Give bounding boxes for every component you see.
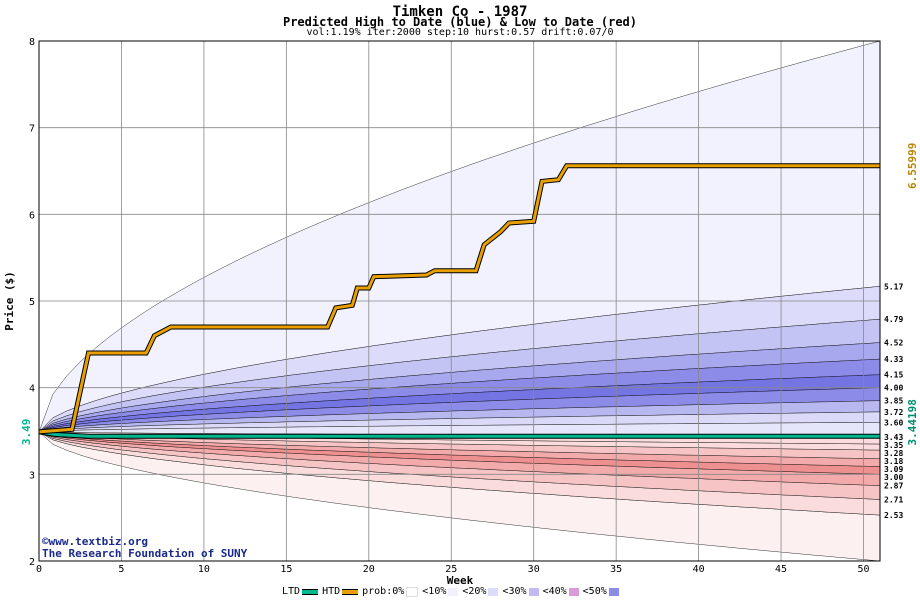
band-end-label: 4.00 (884, 384, 903, 393)
band-end-label: 5.17 (884, 282, 903, 291)
legend-prob-item: <20% (462, 586, 500, 597)
chart-params: vol:1.19% iter:2000 step:10 hurst:0.57 d… (306, 27, 614, 38)
band-end-label: 4.79 (884, 315, 903, 324)
x-tick-label: 25 (445, 564, 457, 575)
chart-subtitle: Predicted High to Date (blue) & Low to D… (282, 15, 637, 29)
x-tick-label: 30 (528, 564, 540, 575)
y-tick-label: 5 (29, 297, 35, 308)
axes (38, 40, 881, 562)
htd-series-line (39, 164, 880, 434)
band-end-label: 2.53 (884, 511, 903, 520)
legend-htd-swatch (342, 588, 359, 595)
x-tick-label: 40 (693, 564, 705, 575)
legend-prob-item: <50% (583, 586, 621, 597)
band-end-label: 3.18 (884, 457, 903, 466)
band-end-label: 4.52 (884, 339, 903, 348)
legend-prob: prob:0% (362, 586, 420, 597)
band-end-label: 3.43 (884, 433, 903, 442)
x-tick-label: 15 (280, 564, 292, 575)
x-tick-label: 45 (775, 564, 787, 575)
x-tick-label: 0 (36, 564, 42, 575)
legend-prob-item: <40% (543, 586, 581, 597)
y-tick-label: 7 (29, 124, 35, 135)
x-axis-title: Week (447, 574, 474, 587)
legend-htd: HTD (322, 586, 360, 597)
x-tick-label: 10 (198, 564, 210, 575)
y-tick-label: 2 (29, 557, 35, 568)
y-axis-title: Price ($) (3, 271, 16, 331)
band-end-label: 3.09 (884, 465, 903, 474)
start-price-label: 3.49 (20, 419, 33, 446)
band-end-label: 2.71 (884, 495, 903, 504)
legend-prob-item: <30% (502, 586, 540, 597)
y-tick-label: 8 (29, 37, 35, 48)
x-tick-label: 20 (363, 564, 375, 575)
credit-line-2: The Research Foundation of SUNY (42, 547, 248, 560)
ltd-final-label: 3.44198 (906, 399, 919, 445)
band-end-label: 3.60 (884, 418, 903, 427)
series-lines (39, 163, 880, 439)
legend: LTD HTD prob:0% <10% <20% <30% <40% <50% (282, 586, 623, 597)
x-tick-label: 35 (610, 564, 622, 575)
band-end-label: 4.15 (884, 371, 903, 380)
legend-prob-swatch (406, 586, 419, 597)
legend-prob-item: <10% (422, 586, 460, 597)
plot-frame (38, 40, 881, 562)
legend-ltd: LTD (282, 586, 320, 597)
x-tick-label: 5 (118, 564, 124, 575)
htd-final-label: 6.55999 (906, 143, 919, 189)
credit-block: ©www.textbiz.org The Research Foundation… (42, 536, 247, 560)
band-end-label: 3.28 (884, 449, 903, 458)
y-tick-label: 3 (29, 470, 35, 481)
x-tick-label: 50 (857, 564, 869, 575)
legend-ltd-swatch (302, 588, 319, 595)
band-end-label: 2.87 (884, 482, 903, 491)
y-tick-label: 6 (29, 210, 35, 221)
band-end-label: 3.85 (884, 397, 903, 406)
chart-title: Timken Co - 1987 (392, 4, 528, 20)
credit-line-1: ©www.textbiz.org (42, 535, 148, 548)
band-end-label: 3.35 (884, 441, 903, 450)
band-end-label: 3.00 (884, 473, 903, 482)
band-end-label: 4.33 (884, 355, 903, 364)
band-end-label: 3.72 (884, 408, 903, 417)
y-tick-label: 4 (29, 384, 35, 395)
